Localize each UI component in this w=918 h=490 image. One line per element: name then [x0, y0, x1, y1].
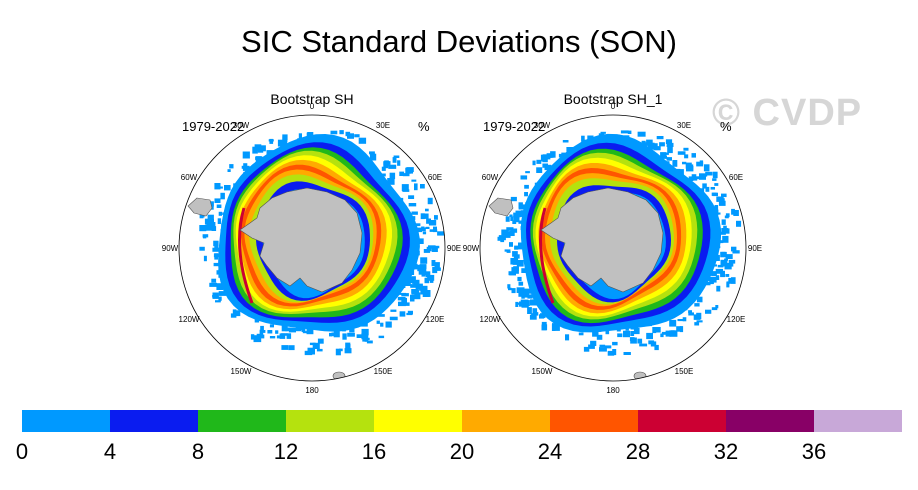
figure-title: SIC Standard Deviations (SON) — [241, 24, 677, 59]
antarctica-landmass — [239, 187, 363, 293]
lon-label: 150E — [374, 367, 393, 376]
colorbar-bin-1 — [110, 410, 198, 432]
map-boundary — [178, 114, 446, 382]
lon-label: 90W — [162, 244, 179, 253]
colorbar-tick-label: 28 — [626, 439, 650, 464]
lon-label: 60E — [729, 173, 743, 182]
lon-label: 120W — [179, 315, 200, 324]
sic-map — [488, 130, 742, 381]
panel-subtitle: Bootstrap SH — [270, 91, 353, 107]
lon-label: 90E — [748, 244, 762, 253]
panel-bootstrap-sh-1: Bootstrap SH_1 1979-2022 % 0 30E 60E 90E 120… — [463, 91, 762, 395]
colorbar-tick-label: 12 — [274, 439, 298, 464]
lon-label: 0 — [611, 102, 616, 111]
south-america-tip — [187, 197, 213, 217]
colorbar-tick-label: 16 — [362, 439, 386, 464]
colorbar-bin-2 — [198, 410, 286, 432]
lon-label: 60W — [482, 173, 499, 182]
lon-label: 150W — [231, 367, 252, 376]
lon-label: 150E — [675, 367, 694, 376]
map-boundary — [479, 114, 747, 382]
lon-label: 30W — [534, 121, 551, 130]
colorbar-bin-9 — [814, 410, 902, 432]
colorbar-tick-label: 32 — [714, 439, 738, 464]
colorbar-tick-label: 36 — [802, 439, 826, 464]
lon-label: 120E — [727, 315, 746, 324]
cvdp-watermark: © CVDP — [712, 92, 863, 134]
lon-label: 30E — [677, 121, 691, 130]
lon-label: 90W — [463, 244, 480, 253]
colorbar: 0 4 8 12 16 20 24 28 32 36 — [16, 410, 902, 464]
colorbar-tick-label: 4 — [104, 439, 116, 464]
colorbar-bin-3 — [286, 410, 374, 432]
band-28-32-streak — [238, 207, 254, 304]
lon-label: 180 — [305, 386, 319, 395]
lon-label: 120E — [426, 315, 445, 324]
panel-units: % — [418, 119, 430, 134]
colorbar-tick-label: 20 — [450, 439, 474, 464]
colorbar-bin-4 — [374, 410, 462, 432]
colorbar-bin-5 — [462, 410, 550, 432]
panel-period: 1979-2022 — [182, 119, 244, 134]
panel-subtitle: Bootstrap SH_1 — [564, 91, 663, 107]
panel-units: % — [720, 119, 732, 134]
colorbar-bin-6 — [550, 410, 638, 432]
lon-label: 90E — [447, 244, 461, 253]
lon-label: 60W — [181, 173, 198, 182]
lon-label: 30W — [233, 121, 250, 130]
lon-label: 150W — [532, 367, 553, 376]
colorbar-tick-label: 0 — [16, 439, 28, 464]
colorbar-tick-label: 8 — [192, 439, 204, 464]
band-28-32-streak — [539, 207, 555, 304]
lon-label: 30E — [376, 121, 390, 130]
lon-label: 60E — [428, 173, 442, 182]
longitude-labels: 0 30E 60E 90E 120E 150E 180 150W 120W 90W 60W 30W — [463, 102, 762, 395]
antarctica-landmass — [540, 187, 664, 293]
lon-label: 120W — [480, 315, 501, 324]
panel-period: 1979-2022 — [483, 119, 545, 134]
colorbar-bin-7 — [638, 410, 726, 432]
south-america-tip — [488, 197, 514, 217]
colorbar-tick-label: 24 — [538, 439, 562, 464]
longitude-labels: 0 30E 60E 90E 120E 150E 180 150W 120W 90W 60W 30W — [162, 102, 461, 395]
lon-label: 0 — [310, 102, 315, 111]
sic-map — [187, 130, 445, 381]
lon-label: 180 — [606, 386, 620, 395]
colorbar-bin-0 — [22, 410, 110, 432]
panel-bootstrap-sh: Bootstrap SH 1979-2022 % 0 30E 60E 90E 120E 1… — [162, 91, 461, 395]
colorbar-bin-8 — [726, 410, 814, 432]
